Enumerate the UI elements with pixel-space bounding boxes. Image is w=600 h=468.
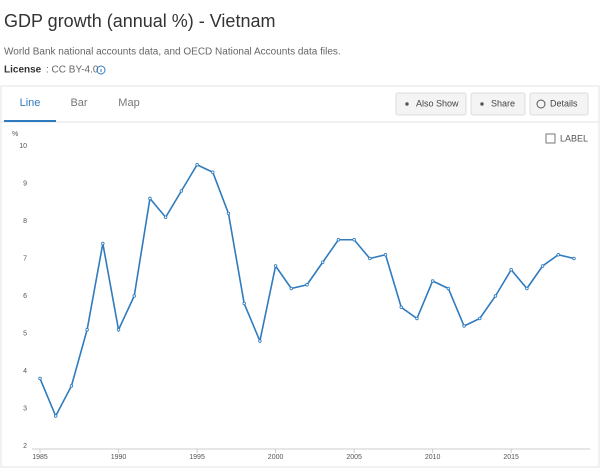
chart-panel bbox=[0, 85, 600, 468]
x-tick-label: 1990 bbox=[111, 454, 127, 461]
data-point[interactable] bbox=[211, 170, 215, 174]
x-tick-label: 1985 bbox=[32, 454, 48, 461]
data-point[interactable] bbox=[289, 286, 293, 291]
data-point[interactable] bbox=[525, 286, 529, 291]
y-tick-label: 8 bbox=[23, 218, 27, 225]
data-point[interactable] bbox=[38, 376, 42, 381]
data-point[interactable] bbox=[148, 196, 152, 201]
label-checkbox[interactable] bbox=[545, 133, 556, 144]
button-label[interactable]: Also Show bbox=[416, 98, 459, 108]
data-point[interactable] bbox=[54, 414, 58, 418]
label-toggle[interactable]: LABEL bbox=[560, 133, 588, 143]
y-tick-label: 10 bbox=[19, 143, 27, 150]
x-tick-label: 2010 bbox=[425, 454, 441, 461]
y-tick-label: 4 bbox=[23, 368, 27, 375]
button-label[interactable]: Share bbox=[491, 98, 515, 108]
x-tick-label: 2000 bbox=[268, 454, 284, 461]
data-point[interactable] bbox=[273, 264, 278, 268]
data-point[interactable] bbox=[163, 215, 168, 219]
data-point[interactable] bbox=[572, 256, 576, 261]
data-point[interactable] bbox=[195, 163, 199, 167]
data-point[interactable] bbox=[540, 264, 545, 268]
y-tick-label: 7 bbox=[23, 255, 27, 262]
page-title: GDP growth (annual %) - Vietnam bbox=[4, 11, 275, 31]
toolbar-button[interactable] bbox=[470, 92, 526, 116]
button-icon bbox=[480, 102, 484, 106]
data-point[interactable] bbox=[399, 305, 403, 309]
data-point[interactable] bbox=[132, 294, 136, 298]
y-tick-label: 3 bbox=[23, 405, 27, 412]
toolbar-button[interactable] bbox=[529, 92, 589, 116]
data-point[interactable] bbox=[383, 253, 388, 257]
data-point[interactable] bbox=[242, 301, 246, 306]
data-point[interactable] bbox=[116, 328, 121, 332]
data-point[interactable] bbox=[69, 384, 74, 388]
tab[interactable]: Map bbox=[118, 97, 139, 109]
y-tick-label: 2 bbox=[23, 443, 27, 450]
license-value: : CC BY-4.0 bbox=[46, 65, 99, 76]
data-point[interactable] bbox=[226, 211, 231, 216]
button-label[interactable]: Details bbox=[550, 98, 578, 108]
data-point[interactable] bbox=[430, 279, 435, 283]
data-point[interactable] bbox=[179, 189, 184, 193]
data-point[interactable] bbox=[509, 268, 513, 272]
source-note: World Bank national accounts data, and O… bbox=[4, 47, 341, 58]
x-tick-label: 2005 bbox=[346, 454, 362, 461]
button-icon bbox=[536, 99, 546, 109]
x-tick-label: 2015 bbox=[503, 454, 519, 461]
x-tick-label: 1995 bbox=[189, 454, 205, 461]
y-tick-label: 5 bbox=[23, 330, 27, 337]
data-point[interactable] bbox=[493, 294, 498, 298]
y-tick-label: 9 bbox=[23, 180, 27, 187]
data-point[interactable] bbox=[101, 241, 105, 246]
data-point[interactable] bbox=[446, 286, 451, 291]
data-point[interactable] bbox=[352, 238, 356, 242]
data-point[interactable] bbox=[478, 316, 482, 321]
button-icon bbox=[405, 102, 409, 106]
info-icon[interactable] bbox=[96, 65, 106, 75]
data-point[interactable] bbox=[321, 260, 325, 264]
tab[interactable]: Line bbox=[20, 97, 41, 109]
data-point[interactable] bbox=[415, 316, 419, 321]
data-point[interactable] bbox=[85, 328, 89, 332]
data-point[interactable] bbox=[462, 324, 466, 328]
data-point[interactable] bbox=[336, 238, 341, 242]
y-tick-label: 6 bbox=[23, 293, 27, 300]
y-axis-label: % bbox=[12, 131, 18, 138]
data-point[interactable] bbox=[258, 339, 262, 343]
toolbar-button[interactable] bbox=[395, 92, 467, 116]
data-point[interactable] bbox=[368, 256, 372, 261]
data-point[interactable] bbox=[556, 253, 560, 257]
license-label: License bbox=[4, 65, 42, 76]
tab[interactable]: Bar bbox=[70, 97, 87, 109]
data-point[interactable] bbox=[305, 283, 309, 287]
